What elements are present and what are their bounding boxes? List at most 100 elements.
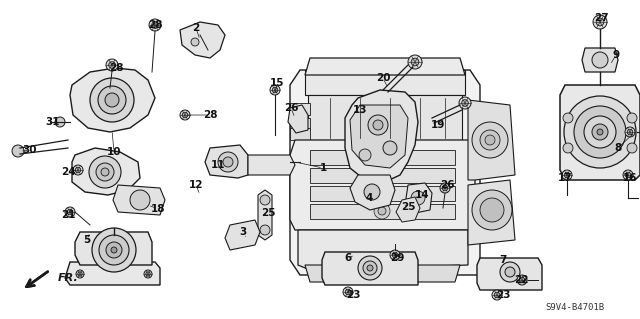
Circle shape [373,120,383,130]
Polygon shape [113,185,165,215]
Polygon shape [290,140,475,230]
Circle shape [505,267,515,277]
Circle shape [73,165,83,175]
Circle shape [627,143,637,153]
Polygon shape [225,220,260,250]
Polygon shape [350,105,408,168]
Circle shape [67,209,73,215]
Circle shape [492,290,502,300]
Circle shape [374,203,390,219]
Circle shape [65,207,75,217]
Circle shape [76,270,84,278]
Polygon shape [405,183,432,213]
Circle shape [480,198,504,222]
Circle shape [411,191,425,205]
Circle shape [485,135,495,145]
Polygon shape [322,252,418,285]
Polygon shape [305,70,465,95]
Text: 3: 3 [239,227,246,237]
Text: 30: 30 [23,145,37,155]
Polygon shape [468,100,515,180]
Text: 26: 26 [440,180,454,190]
Circle shape [90,78,134,122]
Circle shape [367,265,373,271]
Text: 4: 4 [365,193,372,203]
Circle shape [378,189,386,197]
Polygon shape [248,155,295,175]
Circle shape [574,106,626,158]
Circle shape [374,149,390,165]
Circle shape [223,157,233,167]
Circle shape [461,100,468,106]
Circle shape [99,235,129,265]
Circle shape [98,86,126,114]
Circle shape [363,261,377,275]
Polygon shape [258,190,272,240]
Text: 14: 14 [415,190,429,200]
Circle shape [111,247,117,253]
Text: 31: 31 [45,117,60,127]
Circle shape [182,112,188,118]
Circle shape [180,110,190,120]
Polygon shape [582,48,618,72]
Circle shape [472,190,512,230]
Circle shape [149,19,161,31]
Circle shape [597,129,603,135]
Text: 27: 27 [594,13,608,23]
Circle shape [411,58,419,66]
Circle shape [625,172,631,178]
Text: 28: 28 [148,20,163,30]
Text: 19: 19 [431,120,445,130]
Text: 1: 1 [319,163,326,173]
Circle shape [390,250,400,260]
Polygon shape [205,145,248,178]
Circle shape [270,85,280,95]
Circle shape [218,152,238,172]
Circle shape [564,96,636,168]
Circle shape [105,93,119,107]
Circle shape [440,183,450,193]
Text: 28: 28 [203,110,217,120]
Text: 23: 23 [496,290,510,300]
Circle shape [408,55,422,69]
Circle shape [130,190,150,210]
Polygon shape [560,85,640,180]
Text: 15: 15 [269,78,284,88]
Circle shape [623,170,633,180]
Text: FR.: FR. [58,273,79,283]
Circle shape [592,124,608,140]
Polygon shape [180,22,225,58]
Text: 10: 10 [107,147,121,157]
Text: 23: 23 [346,290,360,300]
Circle shape [584,116,616,148]
Circle shape [374,167,390,183]
Circle shape [96,163,114,181]
Circle shape [378,153,386,161]
Text: 7: 7 [499,255,507,265]
Text: 29: 29 [390,253,404,263]
Polygon shape [290,128,310,140]
Text: 22: 22 [514,275,528,285]
Circle shape [472,122,508,158]
Circle shape [144,270,152,278]
Circle shape [78,272,82,276]
Circle shape [494,292,500,298]
Text: 21: 21 [61,210,76,220]
Circle shape [152,22,158,28]
Circle shape [343,287,353,297]
Polygon shape [477,258,542,290]
Text: 26: 26 [284,103,298,113]
Circle shape [89,156,121,188]
Circle shape [76,167,81,173]
Circle shape [442,185,448,191]
Circle shape [378,207,386,215]
Circle shape [191,38,199,46]
Circle shape [374,185,390,201]
Polygon shape [298,230,468,270]
Text: 13: 13 [353,105,367,115]
Text: 12: 12 [189,180,204,190]
Polygon shape [310,186,455,201]
Circle shape [627,113,637,123]
Circle shape [392,252,397,258]
Text: 2: 2 [193,23,200,33]
